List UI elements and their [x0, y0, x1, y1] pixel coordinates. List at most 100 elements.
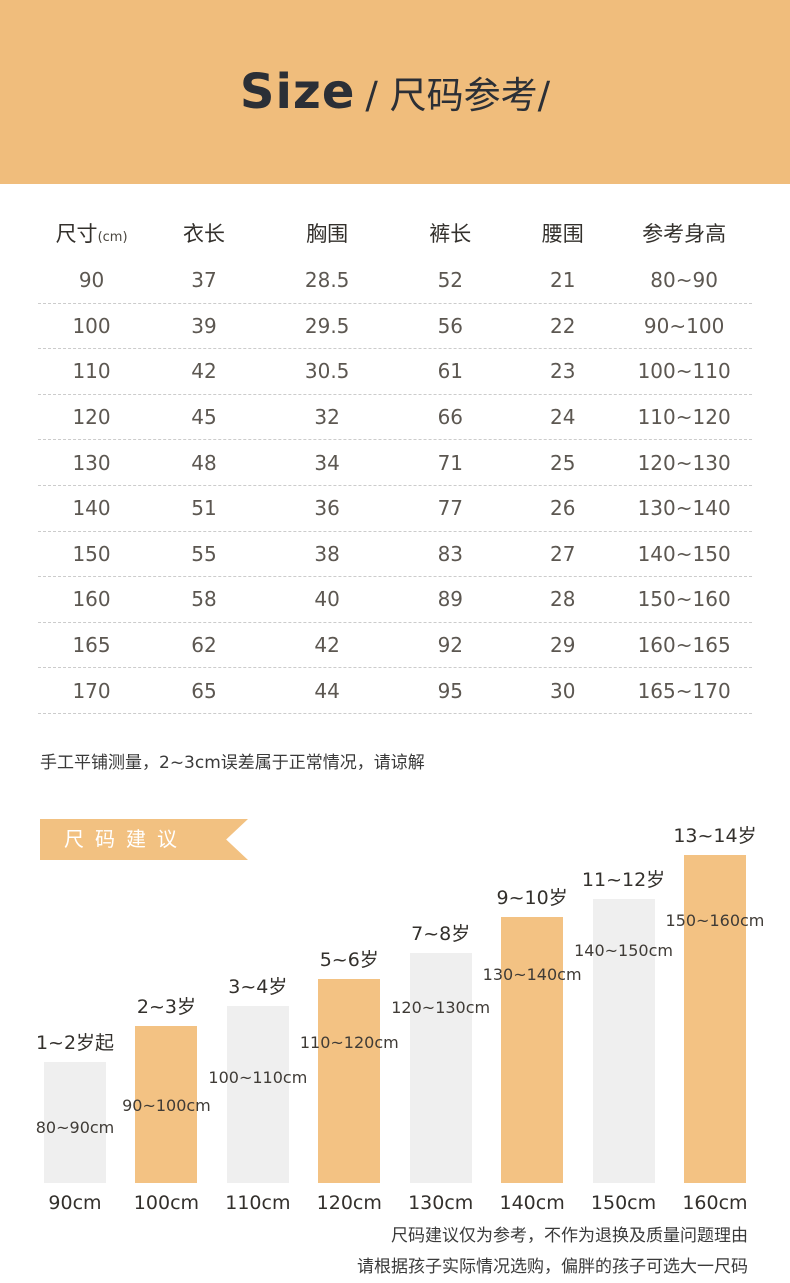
table-cell: 37 — [191, 268, 217, 293]
table-row: 120 45 32 66 24 110~120 — [38, 395, 752, 441]
table-cell: 30.5 — [304, 359, 350, 384]
table-cell: 42 — [314, 633, 340, 658]
title-cn: / 尺码参考/ — [365, 74, 551, 117]
title-en: Size — [239, 64, 356, 120]
table-cell: 44 — [314, 678, 340, 703]
bar-category-label: 140cm — [499, 1191, 565, 1214]
table-cell: 45 — [191, 405, 217, 430]
table-cell: 61 — [437, 359, 464, 384]
table-row: 150 55 38 83 27 140~150 — [38, 532, 752, 578]
table-cell: 55 — [191, 541, 217, 566]
table-cell: 90~100 — [643, 313, 725, 338]
table-cell: 48 — [191, 450, 217, 475]
table-cell: 95 — [437, 678, 464, 703]
table-cell: 150 — [72, 541, 111, 566]
bar: 3~4岁 100~110cm 110cm — [208, 976, 307, 1214]
size-suggestion-section: 尺码建议 1~2岁起 80~90cm 90cm 2~3岁 90~100cm 100cm 3~… — [0, 773, 790, 1214]
bar-age-label: 2~3岁 — [136, 995, 196, 1018]
disclaimer: 尺码建议仅为参考，不作为退换及质量问题理由 请根据孩子实际情况选购，偏胖的孩子可… — [0, 1213, 790, 1283]
table-cell: 92 — [437, 633, 464, 658]
table-cell: 29.5 — [304, 313, 350, 338]
table-row: 130 48 34 71 25 120~130 — [38, 440, 752, 486]
table-cell: 140 — [72, 496, 111, 521]
bar-category-label: 110cm — [225, 1191, 291, 1214]
table-cell: 100~110 — [637, 359, 731, 384]
bar-height-range-label: 80~90cm — [35, 1117, 115, 1137]
bar: 11~12岁 140~150cm 150cm — [574, 869, 673, 1214]
disclaimer-line-2: 请根据孩子实际情况选购，偏胖的孩子可选大一尺码 — [357, 1256, 748, 1277]
table-cell: 38 — [314, 541, 340, 566]
table-cell: 120~130 — [637, 450, 731, 475]
column-header: 衣长 — [145, 218, 263, 248]
table-cell: 28 — [550, 587, 576, 612]
table-cell: 65 — [191, 678, 217, 703]
size-suggestion-ribbon: 尺码建议 — [40, 818, 248, 860]
table-cell: 120 — [72, 405, 111, 430]
table-cell: 140~150 — [637, 541, 731, 566]
table-cell: 30 — [550, 678, 576, 703]
bar-height-range-label: 110~120cm — [299, 1032, 399, 1052]
bar-category-label: 100cm — [133, 1191, 200, 1214]
table-cell: 23 — [550, 359, 576, 384]
table-row: 100 39 29.5 56 22 90~100 — [38, 304, 752, 350]
bar-height-range-label: 130~140cm — [482, 964, 582, 984]
bar-category-label: 160cm — [682, 1191, 748, 1214]
table-cell: 165~170 — [637, 678, 731, 703]
table-cell: 110~120 — [637, 405, 731, 430]
table-cell: 29 — [550, 633, 576, 658]
table-cell: 52 — [437, 268, 464, 293]
table-cell: 27 — [550, 541, 576, 566]
table-cell: 77 — [437, 496, 464, 521]
table-cell: 160 — [72, 587, 111, 612]
table-cell: 130 — [72, 450, 111, 475]
column-header: 尺寸(cm) — [38, 218, 145, 248]
column-header: 胸围 — [263, 218, 392, 248]
bar: 13~14岁 150~160cm 160cm — [666, 825, 765, 1214]
column-header: 腰围 — [509, 218, 616, 248]
bar-age-label: 7~8岁 — [411, 922, 471, 945]
table-row: 90 37 28.5 52 21 80~90 — [38, 258, 752, 304]
bar-height-range-label: 90~100cm — [122, 1095, 211, 1115]
bar-height-range-label: 100~110cm — [208, 1067, 308, 1087]
column-label: 衣长 — [182, 222, 225, 246]
bar: 9~10岁 130~140cm 140cm — [483, 887, 582, 1214]
bar: 2~3岁 90~100cm 100cm — [122, 996, 211, 1214]
size-table: 尺寸(cm) 衣长 胸围 裤长 腰围 参考身高 90 37 28.5 52 21 80~90 100 39… — [38, 184, 752, 714]
column-header: 裤长 — [391, 218, 509, 248]
bar: 7~8岁 120~130cm 130cm — [391, 923, 490, 1214]
table-cell: 89 — [437, 587, 464, 612]
bar: 1~2岁起 80~90cm 90cm — [36, 1032, 115, 1214]
bar-category-label: 120cm — [316, 1191, 382, 1214]
table-cell: 100 — [72, 313, 111, 338]
table-cell: 58 — [191, 587, 217, 612]
column-label: 尺寸 — [55, 222, 98, 246]
table-row: 170 65 44 95 30 165~170 — [38, 668, 752, 714]
bar-age-label: 5~6岁 — [319, 948, 379, 971]
column-label: 参考身高 — [642, 222, 727, 246]
table-cell: 39 — [191, 313, 217, 338]
table-row: 110 42 30.5 61 23 100~110 — [38, 349, 752, 395]
bar-age-label: 1~2岁起 — [35, 1031, 115, 1054]
table-cell: 66 — [437, 405, 464, 430]
table-cell: 71 — [437, 450, 464, 475]
table-cell: 51 — [191, 496, 217, 521]
bar-category-label: 150cm — [590, 1191, 657, 1214]
table-cell: 32 — [314, 405, 340, 430]
column-unit: (cm) — [97, 230, 128, 245]
bar-age-label: 11~12岁 — [581, 868, 666, 891]
table-cell: 25 — [550, 450, 576, 475]
table-cell: 160~165 — [637, 633, 731, 658]
table-cell: 24 — [550, 405, 576, 430]
column-label: 胸围 — [306, 222, 349, 246]
bar-category-label: 90cm — [48, 1191, 102, 1214]
table-cell: 34 — [314, 450, 340, 475]
bar-age-label: 13~14岁 — [673, 824, 757, 847]
column-label: 腰围 — [541, 222, 584, 246]
table-cell: 80~90 — [650, 268, 718, 293]
table-cell: 26 — [550, 496, 576, 521]
table-row: 160 58 40 89 28 150~160 — [38, 577, 752, 623]
bar-age-label: 9~10岁 — [496, 886, 568, 909]
table-cell: 90 — [78, 268, 105, 293]
table-row: 165 62 42 92 29 160~165 — [38, 623, 752, 669]
page-title: Size / 尺码参考/ — [240, 64, 550, 120]
